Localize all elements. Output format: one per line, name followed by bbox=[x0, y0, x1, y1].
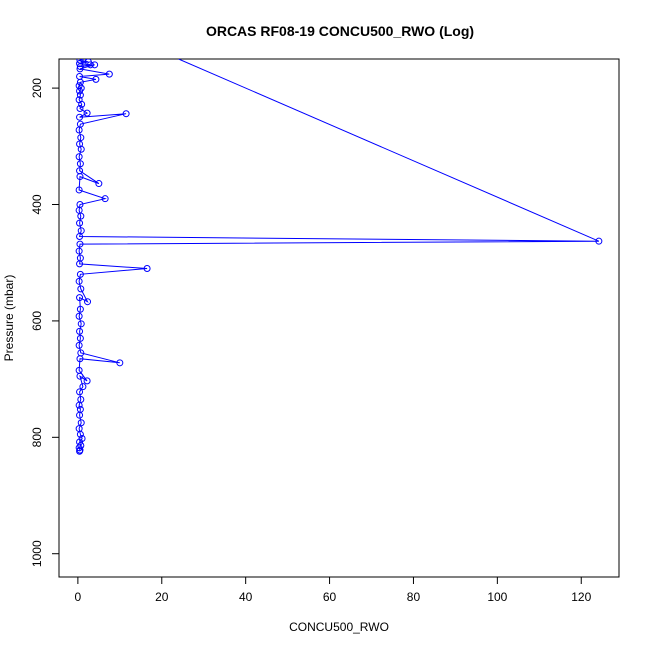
y-tick-label: 600 bbox=[30, 311, 44, 331]
data-point bbox=[76, 65, 84, 73]
data-point bbox=[143, 265, 151, 273]
x-axis: 0 20 40 60 80 100 120 bbox=[75, 576, 592, 604]
data-point bbox=[75, 82, 83, 90]
data-point bbox=[76, 104, 84, 112]
data-point bbox=[77, 285, 85, 293]
data-point bbox=[77, 419, 85, 427]
data-point bbox=[77, 145, 85, 153]
data-point bbox=[76, 411, 84, 419]
y-tick-label: 800 bbox=[30, 427, 44, 447]
data-point bbox=[78, 100, 86, 108]
data-point bbox=[84, 298, 92, 306]
x-tick-label: 100 bbox=[487, 590, 507, 604]
data-point bbox=[75, 312, 83, 320]
data-point bbox=[101, 195, 109, 203]
data-point bbox=[116, 359, 124, 367]
data-point bbox=[75, 153, 83, 161]
x-tick-label: 0 bbox=[75, 590, 82, 604]
data-point bbox=[92, 75, 100, 83]
data-point bbox=[77, 134, 85, 142]
data-point bbox=[76, 447, 84, 455]
data-point bbox=[83, 109, 91, 117]
data-point bbox=[77, 320, 85, 328]
data-point bbox=[595, 237, 603, 245]
data-point bbox=[75, 341, 83, 349]
series-layer bbox=[75, 59, 603, 455]
data-point bbox=[76, 388, 84, 396]
y-tick-label: 400 bbox=[30, 194, 44, 214]
data-point bbox=[76, 233, 84, 241]
data-point bbox=[76, 91, 84, 99]
data-point bbox=[76, 173, 84, 181]
data-point bbox=[83, 377, 91, 385]
x-tick-label: 80 bbox=[407, 590, 421, 604]
data-point bbox=[76, 305, 84, 313]
y-axis-label: Pressure (mbar) bbox=[2, 275, 16, 362]
data-point bbox=[76, 160, 84, 168]
data-point bbox=[76, 60, 84, 68]
data-point bbox=[76, 219, 84, 227]
data-point bbox=[76, 294, 84, 302]
data-point bbox=[75, 186, 83, 194]
data-point bbox=[75, 126, 83, 134]
data-point bbox=[86, 61, 94, 69]
data-point bbox=[76, 270, 84, 278]
data-point bbox=[76, 334, 84, 342]
data-point bbox=[95, 180, 103, 188]
data-point bbox=[79, 383, 87, 391]
data-point bbox=[75, 277, 83, 285]
data-point bbox=[105, 70, 113, 78]
data-point bbox=[76, 87, 84, 95]
data-point bbox=[75, 247, 83, 255]
x-tick-label: 60 bbox=[323, 590, 337, 604]
data-point bbox=[91, 61, 99, 69]
data-point bbox=[122, 110, 130, 118]
data-point bbox=[76, 355, 84, 363]
series-line-segment bbox=[178, 59, 600, 242]
series-line bbox=[78, 59, 599, 452]
data-point bbox=[76, 430, 84, 438]
x-tick-label: 120 bbox=[571, 590, 591, 604]
data-point bbox=[77, 212, 85, 220]
y-tick-label: 1000 bbox=[30, 540, 44, 567]
y-axis: 200 400 600 800 1000 bbox=[30, 78, 60, 567]
y-tick-label: 200 bbox=[30, 78, 44, 98]
data-point bbox=[76, 327, 84, 335]
data-point bbox=[75, 401, 83, 409]
data-point bbox=[76, 260, 84, 268]
x-tick-label: 20 bbox=[155, 590, 169, 604]
plot-frame bbox=[58, 58, 620, 578]
x-axis-label: CONCU500_RWO bbox=[289, 620, 389, 634]
data-point bbox=[76, 372, 84, 380]
chart-title: ORCAS RF08-19 CONCU500_RWO (Log) bbox=[206, 23, 474, 39]
data-point bbox=[76, 113, 84, 121]
data-point bbox=[76, 240, 84, 248]
x-tick-label: 40 bbox=[239, 590, 253, 604]
